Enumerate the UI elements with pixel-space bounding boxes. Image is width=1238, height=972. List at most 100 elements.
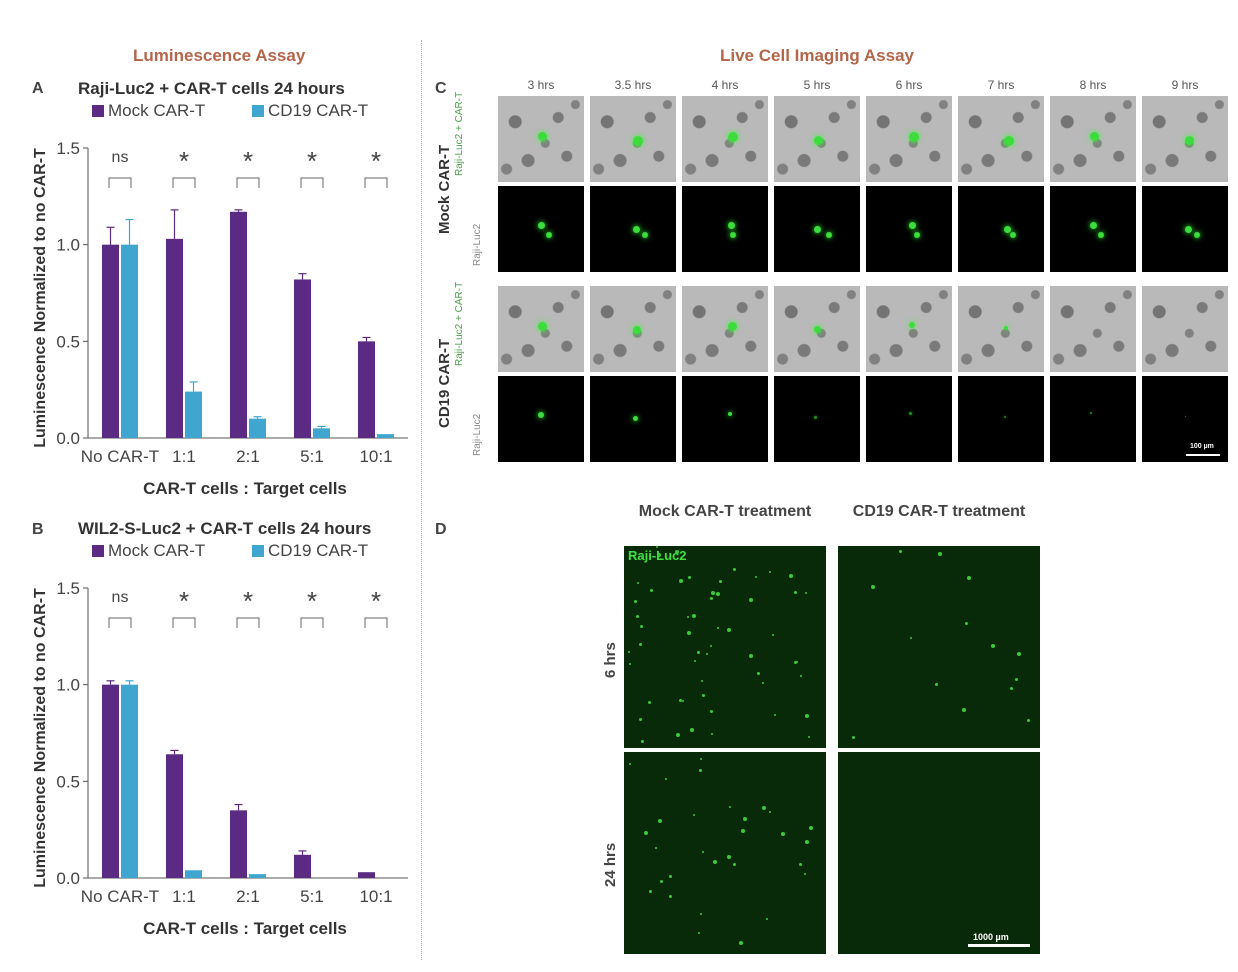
fluorescent-cell: [766, 918, 768, 920]
fluorescent-cell: [538, 322, 547, 331]
timepoint-label: 3 hrs: [527, 78, 555, 92]
fluorescent-cell: [639, 643, 642, 646]
fluorescent-cell: [1004, 226, 1011, 233]
timelapse-tile: 100 µm: [1142, 376, 1228, 462]
fluorescent-cell: [1010, 687, 1013, 690]
y-tick-label: 0.0: [56, 429, 80, 448]
fluorescent-cell: [733, 568, 736, 571]
timelapse-tile: [958, 96, 1044, 182]
fluorescent-cell: [693, 814, 695, 816]
fluorescent-cell: [669, 875, 672, 878]
fluorescent-cell: [1185, 416, 1186, 417]
row-label: Raji-Luc2 + CAR-T: [454, 281, 465, 366]
timelapse-tile: [1142, 96, 1228, 182]
fluorescent-cell: [644, 831, 648, 835]
timelapse-tile: [498, 96, 584, 182]
bar: [121, 244, 138, 438]
fluorescent-cell: [871, 585, 875, 589]
significance-bracket: [236, 617, 260, 628]
fluorescent-cell: [914, 232, 920, 238]
fluorescent-cell: [669, 895, 672, 898]
fluorescent-cell: [1015, 678, 1018, 681]
fluorescent-cell: [814, 326, 821, 333]
bar: [294, 854, 311, 878]
timelapse-tile: [498, 286, 584, 372]
row-label: Raji-Luc2 + CAR-T: [454, 91, 465, 176]
timelapse-tile: [682, 96, 768, 182]
timepoint-label: 6 hrs: [895, 78, 923, 92]
timelapse-tile: [498, 376, 584, 462]
bar: [230, 211, 247, 438]
column-header-mock: Mock CAR-T treatment: [638, 503, 812, 520]
fluorescent-cell: [1027, 719, 1030, 722]
legend-label: CD19 CAR-T: [268, 541, 368, 560]
fluorescent-cell: [641, 555, 644, 558]
significance-marker: *: [243, 146, 253, 176]
significance-marker: ns: [112, 149, 129, 166]
significance-marker: *: [371, 586, 381, 616]
fluorescent-cell: [1185, 226, 1192, 233]
fluorescent-cell: [634, 600, 637, 603]
timepoint-label: 3.5 hrs: [614, 78, 652, 92]
fluorescent-cell: [716, 592, 720, 596]
fluorescent-cell: [1090, 222, 1097, 229]
fluorescent-cell: [699, 769, 702, 772]
fluorescent-cell: [633, 226, 640, 233]
section-divider: [421, 40, 422, 960]
micrograph-mock-6hrs: Raji-Luc2: [624, 546, 826, 748]
timelapse-tile: [774, 376, 860, 462]
fluorescent-cell: [749, 598, 753, 602]
fluorescent-cell: [657, 553, 661, 557]
timelapse-tile: [774, 186, 860, 272]
column-header-cd19: CD19 CAR-T treatment: [852, 503, 1026, 520]
fluorescent-cell: [805, 592, 807, 594]
fluorescent-cell: [789, 574, 793, 578]
fluorescent-cell: [1090, 412, 1092, 414]
fluorescent-cell: [697, 651, 700, 654]
fluorescent-cell: [538, 412, 544, 418]
bar: [102, 244, 119, 438]
luminescence-section-title: Luminescence Assay: [133, 46, 306, 65]
fluorescent-cell: [702, 851, 704, 853]
fluorescent-cell: [1017, 652, 1021, 656]
y-axis-label: Luminescence Normalized to no CAR-T: [32, 148, 49, 448]
fluorescent-cell: [1090, 132, 1099, 141]
fluorescent-cell: [1004, 416, 1006, 418]
fluorescent-cell: [910, 637, 912, 639]
fluorescent-cell: [1194, 232, 1200, 238]
y-axis-label: Luminescence Normalized to no CAR-T: [32, 588, 49, 888]
fluorescent-cell: [665, 778, 667, 780]
fluorescent-cell: [655, 847, 657, 849]
fluorescent-cell: [641, 740, 644, 743]
micrograph-cd19-24hrs: 1000 µm: [838, 752, 1040, 954]
fluorescent-cell: [538, 222, 545, 229]
fluorescent-cell: [804, 873, 806, 875]
timelapse-tile: [590, 376, 676, 462]
timepoint-label: 9 hrs: [1171, 78, 1199, 92]
bar: [358, 872, 375, 878]
x-tick-label: 1:1: [172, 447, 196, 466]
fluorescent-cell: [690, 728, 694, 732]
legend-label: Mock CAR-T: [108, 101, 205, 120]
panel-letter-a: A: [32, 80, 44, 97]
fluorescent-cell: [656, 546, 658, 548]
scale-bar-label: 1000 µm: [973, 932, 1009, 942]
timelapse-tile: [866, 96, 952, 182]
fluorescent-cell: [762, 682, 764, 684]
panel-letter-b: B: [32, 521, 44, 538]
fluorescent-cell: [1004, 136, 1014, 146]
fluorescent-cell: [710, 710, 713, 713]
legend-swatch: [252, 545, 264, 557]
fluorescent-cell: [1004, 326, 1008, 330]
significance-bracket: [236, 177, 260, 188]
fluorescent-cell: [967, 576, 971, 580]
fluorescent-cell: [769, 811, 771, 813]
chart-panel-b: WIL2-S-Luc2 + CAR-T cells 24 hours Mock C…: [32, 519, 408, 938]
fluorescent-cell: [676, 733, 680, 737]
fluorescent-cell: [729, 806, 731, 808]
fluorescent-cell: [755, 576, 757, 578]
fluorescent-cell: [633, 416, 638, 421]
timelapse-tile: [866, 186, 952, 272]
timelapse-tile: [1050, 96, 1136, 182]
